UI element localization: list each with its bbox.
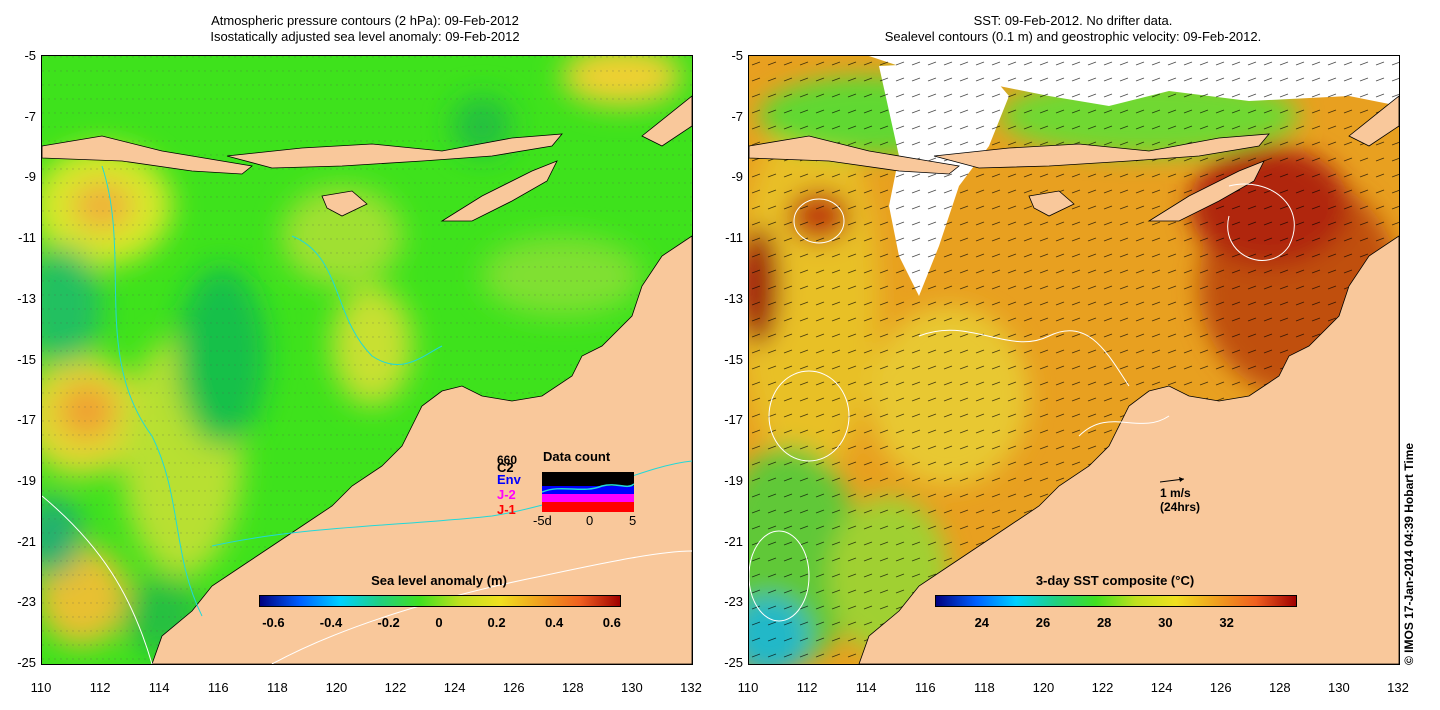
copyright-text: © IMOS 17-Jan-2014 04:39 Hobart Time <box>1402 443 1416 665</box>
right-x-tick-6: 122 <box>1083 680 1123 695</box>
velocity-scale-label: 1 m/s <box>1160 486 1191 500</box>
inset-axis-0: 0 <box>586 513 593 528</box>
inset-title: Data count <box>543 449 610 464</box>
right-x-tick-1: 112 <box>787 680 827 695</box>
left-y-tick-0: -5 <box>2 48 36 63</box>
left-cb-tick-4: 0.2 <box>477 615 517 630</box>
right-x-tick-4: 118 <box>964 680 1004 695</box>
right-y-tick-4: -13 <box>709 291 743 306</box>
left-x-tick-2: 114 <box>139 680 179 695</box>
left-x-tick-10: 130 <box>612 680 652 695</box>
inset-legend-j2: J-2 <box>497 487 516 502</box>
left-y-tick-3: -11 <box>2 230 36 245</box>
right-y-tick-3: -11 <box>709 230 743 245</box>
velocity-scale-sublabel: (24hrs) <box>1160 500 1200 514</box>
left-cb-tick-6: 0.6 <box>592 615 632 630</box>
right-y-tick-2: -9 <box>709 169 743 184</box>
left-cb-tick-0: -0.6 <box>253 615 293 630</box>
right-y-tick-8: -21 <box>709 534 743 549</box>
left-x-tick-9: 128 <box>553 680 593 695</box>
right-cb-tick-1: 26 <box>1023 615 1063 630</box>
right-x-tick-2: 114 <box>846 680 886 695</box>
right-cb-tick-3: 30 <box>1145 615 1185 630</box>
left-cb-tick-1: -0.4 <box>311 615 351 630</box>
inset-legend-env: Env <box>497 472 521 487</box>
left-cb-tick-3: 0 <box>419 615 459 630</box>
left-x-tick-1: 112 <box>80 680 120 695</box>
left-colorbar-title: Sea level anomaly (m) <box>259 573 619 588</box>
right-y-tick-6: -17 <box>709 412 743 427</box>
inset-bars <box>542 464 634 512</box>
right-y-tick-1: -7 <box>709 109 743 124</box>
left-y-tick-10: -25 <box>2 655 36 670</box>
left-y-tick-2: -9 <box>2 169 36 184</box>
inset-axis-m5: -5d <box>533 513 552 528</box>
left-x-tick-6: 122 <box>376 680 416 695</box>
left-y-tick-5: -15 <box>2 352 36 367</box>
right-x-tick-10: 130 <box>1319 680 1359 695</box>
velocity-scale-arrow <box>1160 476 1190 486</box>
left-y-tick-4: -13 <box>2 291 36 306</box>
right-x-tick-9: 128 <box>1260 680 1300 695</box>
left-y-tick-8: -21 <box>2 534 36 549</box>
right-x-tick-7: 124 <box>1142 680 1182 695</box>
left-y-tick-6: -17 <box>2 412 36 427</box>
left-x-tick-4: 118 <box>257 680 297 695</box>
left-x-tick-8: 126 <box>494 680 534 695</box>
right-cb-tick-2: 28 <box>1084 615 1124 630</box>
left-cb-tick-5: 0.4 <box>534 615 574 630</box>
right-x-tick-3: 116 <box>905 680 945 695</box>
left-x-tick-0: 110 <box>21 680 61 695</box>
inset-axis-5: 5 <box>629 513 636 528</box>
right-colorbar <box>935 595 1297 607</box>
right-x-tick-8: 126 <box>1201 680 1241 695</box>
right-y-tick-9: -23 <box>709 594 743 609</box>
right-cb-tick-0: 24 <box>962 615 1002 630</box>
left-title-line2: Isostatically adjusted sea level anomaly… <box>40 30 690 44</box>
right-x-tick-0: 110 <box>728 680 768 695</box>
right-y-tick-0: -5 <box>709 48 743 63</box>
right-y-tick-10: -25 <box>709 655 743 670</box>
left-cb-tick-2: -0.2 <box>369 615 409 630</box>
left-colorbar <box>259 595 621 607</box>
left-x-tick-11: 132 <box>671 680 711 695</box>
right-colorbar-title: 3-day SST composite (°C) <box>935 573 1295 588</box>
right-cb-tick-4: 32 <box>1207 615 1247 630</box>
left-y-tick-7: -19 <box>2 473 36 488</box>
right-x-tick-11: 132 <box>1378 680 1418 695</box>
left-title-line1: Atmospheric pressure contours (2 hPa): 0… <box>40 14 690 28</box>
left-y-tick-1: -7 <box>2 109 36 124</box>
right-x-tick-5: 120 <box>1023 680 1063 695</box>
left-x-tick-7: 124 <box>435 680 475 695</box>
left-x-tick-5: 120 <box>316 680 356 695</box>
inset-legend-j1: J-1 <box>497 502 516 517</box>
right-y-tick-7: -19 <box>709 473 743 488</box>
left-y-tick-9: -23 <box>2 594 36 609</box>
left-x-tick-3: 116 <box>198 680 238 695</box>
right-title-line2: Sealevel contours (0.1 m) and geostrophi… <box>748 30 1398 44</box>
right-title-line1: SST: 09-Feb-2012. No drifter data. <box>748 14 1398 28</box>
right-y-tick-5: -15 <box>709 352 743 367</box>
